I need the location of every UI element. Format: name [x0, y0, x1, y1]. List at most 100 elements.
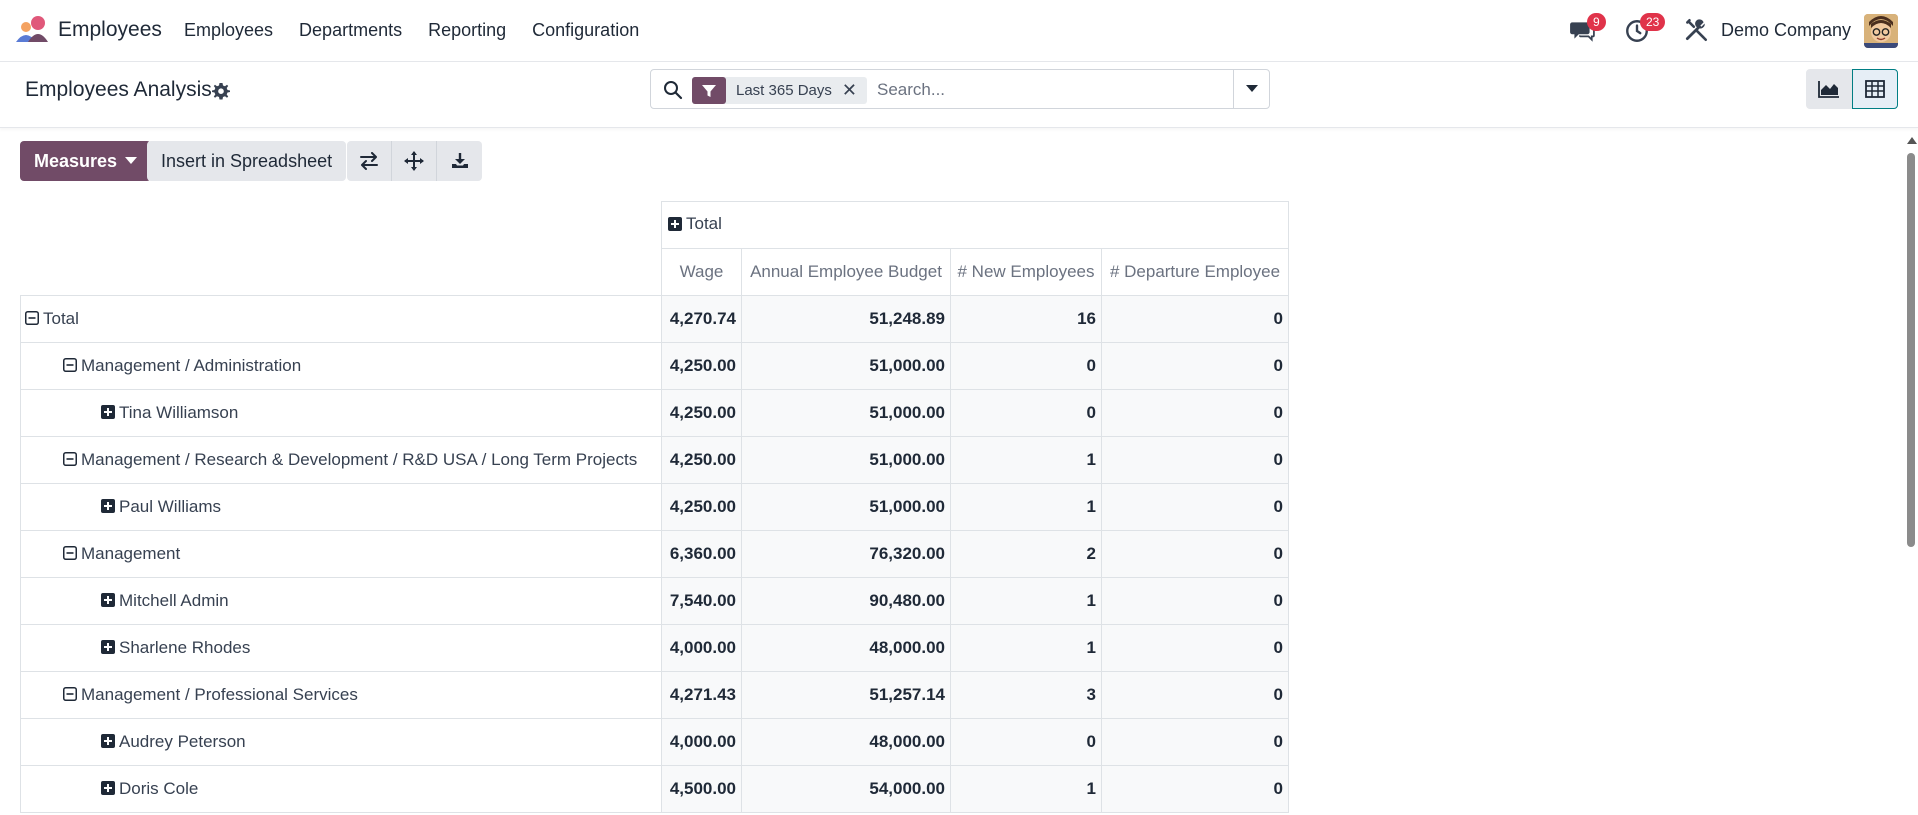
- cell-value[interactable]: 54,000.00: [741, 765, 951, 813]
- expand-icon: [101, 405, 115, 419]
- cell-value[interactable]: 4,000.00: [661, 624, 742, 672]
- gear-icon[interactable]: [211, 81, 231, 101]
- row-header[interactable]: Total: [20, 295, 662, 343]
- pivot-table: Total Wage Annual Employee Budget # New …: [20, 201, 1289, 813]
- cell-value[interactable]: 16: [950, 295, 1102, 343]
- company-switcher[interactable]: Demo Company: [1721, 20, 1852, 40]
- cell-value[interactable]: 0: [1101, 295, 1289, 343]
- search-options-toggle[interactable]: [1233, 70, 1269, 108]
- row-header[interactable]: Management / Research & Development / R&…: [20, 436, 662, 484]
- cell-value[interactable]: 1: [950, 483, 1102, 531]
- row-label: Total: [43, 309, 79, 328]
- row-header[interactable]: Management / Professional Services: [20, 671, 662, 719]
- app-name[interactable]: Employees: [58, 18, 162, 41]
- measure-header-wage[interactable]: Wage: [661, 248, 742, 296]
- cell-value[interactable]: 4,250.00: [661, 483, 742, 531]
- search-facet: Last 365 Days ✕: [692, 77, 867, 104]
- measures-label: Measures: [34, 150, 118, 171]
- scroll-thumb[interactable]: [1907, 153, 1915, 547]
- cell-value[interactable]: 4,250.00: [661, 342, 742, 390]
- page-title: Employees Analysis: [25, 78, 212, 101]
- cell-value[interactable]: 51,000.00: [741, 389, 951, 437]
- cell-value[interactable]: 51,000.00: [741, 436, 951, 484]
- clock-icon[interactable]: [1624, 18, 1650, 44]
- cell-value[interactable]: 48,000.00: [741, 718, 951, 766]
- cell-value[interactable]: 2: [950, 530, 1102, 578]
- menu-reporting[interactable]: Reporting: [428, 20, 507, 40]
- pivot-view-button[interactable]: [1852, 69, 1898, 109]
- user-avatar[interactable]: [1864, 14, 1898, 48]
- row-header[interactable]: Tina Williamson: [20, 389, 662, 437]
- table-row: Management 6,360.00 76,320.00 2 0: [20, 530, 1289, 578]
- cell-value[interactable]: 0: [1101, 342, 1289, 390]
- expand-icon: [101, 499, 115, 513]
- menu-departments[interactable]: Departments: [299, 20, 403, 40]
- measure-header-departure[interactable]: # Departure Employee: [1101, 248, 1289, 296]
- cell-value[interactable]: 0: [1101, 577, 1289, 625]
- scroll-up-icon[interactable]: [1907, 137, 1917, 144]
- cell-value[interactable]: 7,540.00: [661, 577, 742, 625]
- row-header[interactable]: Paul Williams: [20, 483, 662, 531]
- cell-value[interactable]: 6,360.00: [661, 530, 742, 578]
- cell-value[interactable]: 1: [950, 577, 1102, 625]
- messages-badge: 9: [1587, 13, 1606, 31]
- search-icon[interactable]: [663, 80, 683, 100]
- cell-value[interactable]: 1: [950, 624, 1102, 672]
- measures-button[interactable]: Measures: [20, 141, 152, 181]
- cell-value[interactable]: 0: [950, 718, 1102, 766]
- pivot-corner: [20, 201, 662, 249]
- download-button[interactable]: [437, 141, 482, 181]
- tools-icon[interactable]: [1683, 17, 1709, 43]
- cell-value[interactable]: 90,480.00: [741, 577, 951, 625]
- cell-value[interactable]: 0: [1101, 718, 1289, 766]
- cell-value[interactable]: 51,248.89: [741, 295, 951, 343]
- row-header[interactable]: Doris Cole: [20, 765, 662, 813]
- cell-value[interactable]: 0: [1101, 765, 1289, 813]
- caret-down-icon: [1245, 85, 1258, 92]
- graph-view-button[interactable]: [1806, 69, 1852, 109]
- row-header[interactable]: Management: [20, 530, 662, 578]
- expand-icon: [101, 640, 115, 654]
- cell-value[interactable]: 3: [950, 671, 1102, 719]
- cell-value[interactable]: 0: [1101, 530, 1289, 578]
- cell-value[interactable]: 1: [950, 436, 1102, 484]
- cell-value[interactable]: 0: [950, 389, 1102, 437]
- row-header[interactable]: Audrey Peterson: [20, 718, 662, 766]
- cell-value[interactable]: 4,250.00: [661, 436, 742, 484]
- table-row: Total 4,270.74 51,248.89 16 0: [20, 295, 1289, 343]
- cell-value[interactable]: 1: [950, 765, 1102, 813]
- cell-value[interactable]: 0: [950, 342, 1102, 390]
- insert-spreadsheet-button[interactable]: Insert in Spreadsheet: [147, 141, 347, 181]
- cell-value[interactable]: 51,257.14: [741, 671, 951, 719]
- cell-value[interactable]: 51,000.00: [741, 483, 951, 531]
- close-icon[interactable]: ✕: [841, 80, 857, 100]
- employees-logo-icon[interactable]: [14, 14, 50, 44]
- row-header[interactable]: Sharlene Rhodes: [20, 624, 662, 672]
- cell-value[interactable]: 0: [1101, 483, 1289, 531]
- menu-configuration[interactable]: Configuration: [532, 20, 640, 40]
- cell-value[interactable]: 48,000.00: [741, 624, 951, 672]
- cell-value[interactable]: 0: [1101, 389, 1289, 437]
- cell-value[interactable]: 0: [1101, 436, 1289, 484]
- search-input[interactable]: [877, 77, 1217, 103]
- measure-header-budget[interactable]: Annual Employee Budget: [741, 248, 951, 296]
- collapse-icon: [63, 358, 77, 372]
- menu-employees[interactable]: Employees: [184, 20, 274, 40]
- measure-header-new[interactable]: # New Employees: [950, 248, 1102, 296]
- table-row: Tina Williamson 4,250.00 51,000.00 0 0: [20, 389, 1289, 437]
- cell-value[interactable]: 76,320.00: [741, 530, 951, 578]
- cell-value[interactable]: 0: [1101, 624, 1289, 672]
- cell-value[interactable]: 4,271.43: [661, 671, 742, 719]
- cell-value[interactable]: 4,270.74: [661, 295, 742, 343]
- cell-value[interactable]: 0: [1101, 671, 1289, 719]
- scrollbar[interactable]: [1904, 135, 1918, 815]
- row-header[interactable]: Management / Administration: [20, 342, 662, 390]
- expand-all-button[interactable]: [392, 141, 437, 181]
- cell-value[interactable]: 4,250.00: [661, 389, 742, 437]
- cell-value[interactable]: 4,500.00: [661, 765, 742, 813]
- flip-axis-button[interactable]: [347, 141, 392, 181]
- cell-value[interactable]: 51,000.00: [741, 342, 951, 390]
- col-header-total[interactable]: Total: [661, 201, 1289, 249]
- row-header[interactable]: Mitchell Admin: [20, 577, 662, 625]
- cell-value[interactable]: 4,000.00: [661, 718, 742, 766]
